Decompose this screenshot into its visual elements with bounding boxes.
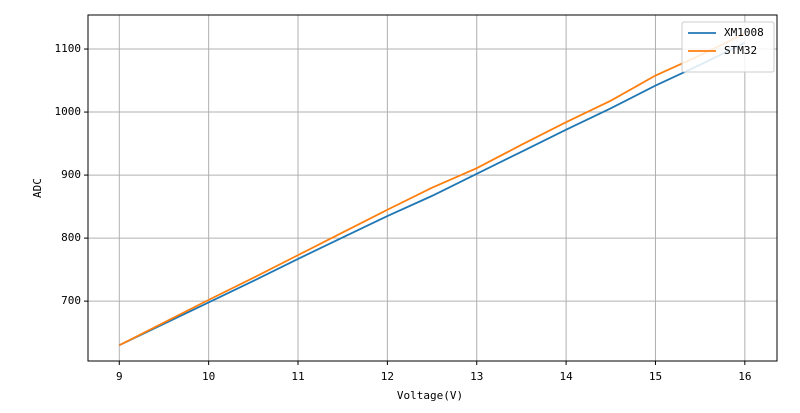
x-axis-label: Voltage(V): [397, 389, 463, 402]
x-tick-label: 12: [381, 370, 394, 383]
line-series: [118, 32, 746, 347]
y-tick-label: 1100: [55, 42, 82, 55]
x-tick-label: 14: [559, 370, 573, 383]
legend-box: [681, 21, 775, 73]
x-tick-label: 10: [202, 370, 215, 383]
x-tick-label: 15: [649, 370, 662, 383]
y-tick-label: 1000: [55, 105, 82, 118]
legend: XM1008 STM32: [681, 21, 775, 73]
y-axis-label: ADC: [31, 178, 44, 198]
y-tick-label: 900: [61, 168, 81, 181]
legend-label: STM32: [724, 44, 757, 57]
x-tick-label: 9: [116, 370, 123, 383]
x-tick-label: 16: [738, 370, 751, 383]
y-tick-label: 700: [61, 294, 81, 307]
x-tick-label: 13: [470, 370, 483, 383]
plot-frame: [87, 14, 778, 362]
line-series: [118, 41, 746, 347]
legend-label: XM1008: [724, 26, 764, 39]
y-tick-label: 800: [61, 231, 81, 244]
x-tick-label: 11: [291, 370, 304, 383]
